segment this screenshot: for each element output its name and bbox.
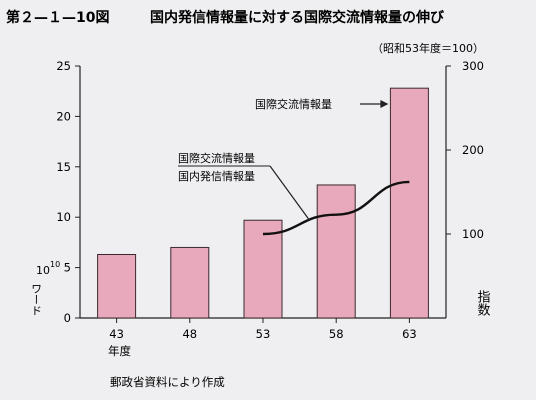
bar [97, 253, 137, 319]
bar [170, 246, 210, 319]
left-tick-label: 5 [64, 261, 71, 275]
left-tick-label: 20 [56, 109, 71, 123]
left-tick-label: 15 [56, 160, 71, 174]
plot-area: 0 5 10 15 20 25 100 200 300 43 48 53 58 63 [56, 59, 484, 341]
right-tick-label: 100 [462, 227, 484, 241]
left-tick-label: 0 [64, 311, 71, 325]
bar-series-label: 国際交流情報量 [255, 97, 332, 111]
index-line [262, 180, 410, 236]
x-tick-label: 48 [182, 327, 197, 341]
bar [389, 87, 429, 319]
left-tick-label: 25 [56, 59, 71, 73]
x-axis-label: 年度 [108, 344, 131, 358]
line-label-leader [269, 165, 311, 221]
x-tick-label: 63 [402, 327, 417, 341]
chart-title: 国内発信情報量に対する国際交流情報量の伸び [150, 9, 445, 26]
x-tick-label: 58 [329, 327, 344, 341]
x-tick-label: 53 [256, 327, 271, 341]
left-tick-label: 10 [56, 210, 71, 224]
figure-label: 第２—１—10図 [6, 9, 109, 26]
left-axis-label-power: 10 [36, 264, 50, 277]
bar [243, 219, 283, 319]
left-axis-label-word: ワード [30, 283, 43, 316]
bar-label-arrow-head [380, 100, 389, 108]
index-note: （昭和53年度＝100） [372, 41, 484, 55]
right-tick-label: 300 [462, 59, 484, 73]
x-tick-label: 43 [109, 327, 124, 341]
source-note: 郵政省資料により作成 [110, 375, 225, 389]
left-axis-label-exponent: 10 [50, 260, 60, 269]
bar [316, 184, 356, 319]
right-axis-label: 指数 [475, 290, 491, 316]
line-series-label-2: 国内発信情報量 [178, 169, 255, 183]
right-tick-label: 200 [462, 143, 484, 157]
line-series-label-1: 国際交流情報量 [178, 151, 255, 165]
